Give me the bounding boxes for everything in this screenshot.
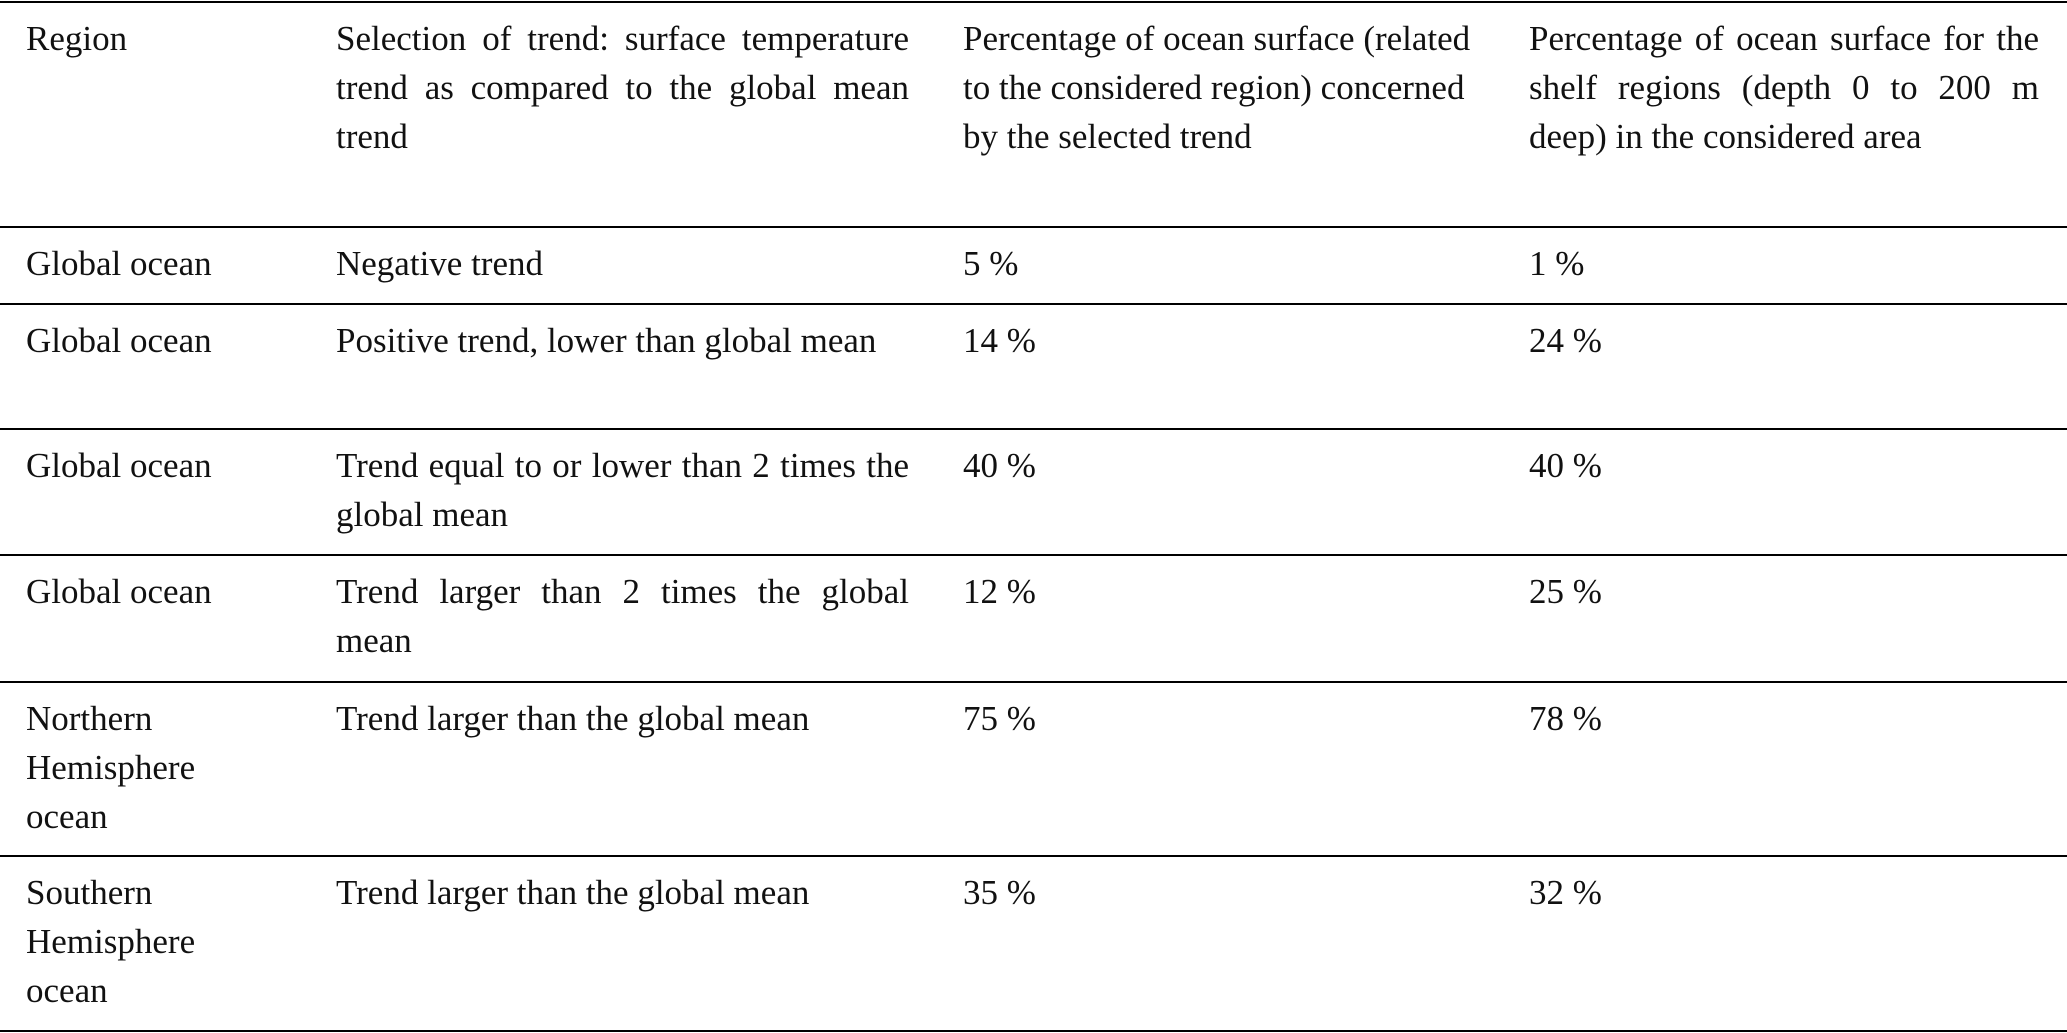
table-cell: Negative trend	[336, 244, 543, 283]
table-cell: Global ocean	[26, 572, 212, 611]
table-cell: 1 %	[1529, 244, 1585, 283]
table-body: Global ocean Negative trend 5 % 1 % Global o…	[0, 227, 2067, 1031]
table-cell: Trend equal to or lower than 2 times the…	[336, 446, 909, 534]
table-cell: 78 %	[1529, 699, 1602, 738]
table-cell: Trend larger than the global mean	[336, 873, 810, 912]
table-cell: Positive trend, lower than global mean	[336, 321, 877, 360]
column-header: Percentage of ocean surface (related to …	[963, 19, 1471, 156]
table-cell: 14 %	[963, 321, 1036, 360]
table-row: Southern Hemisphere ocean Trend larger th…	[0, 856, 2067, 1031]
table-header: Region Selection of trend: surface temper…	[0, 2, 2067, 227]
column-header: Selection of trend: surface temperature …	[336, 19, 909, 156]
table-cell: 40 %	[963, 446, 1036, 485]
table-row: Global ocean Positive trend, lower than g…	[0, 304, 2067, 429]
column-header: Region	[26, 19, 128, 58]
table-cell: Southern Hemisphere ocean	[26, 873, 196, 1010]
table-cell: 12 %	[963, 572, 1036, 611]
table-cell: Trend larger than the global mean	[336, 699, 810, 738]
table-cell: Global ocean	[26, 244, 212, 283]
table-cell: Global ocean	[26, 446, 212, 485]
table-row: Global ocean Negative trend 5 % 1 %	[0, 227, 2067, 304]
header-row: Region Selection of trend: surface temper…	[0, 2, 2067, 227]
table-cell: Global ocean	[26, 321, 212, 360]
table-cell: 75 %	[963, 699, 1036, 738]
column-header: Percentage of ocean surface for the shel…	[1529, 19, 2039, 156]
table-cell: 5 %	[963, 244, 1019, 283]
table-cell: 24 %	[1529, 321, 1602, 360]
table-cell: 32 %	[1529, 873, 1602, 912]
table-cell: 25 %	[1529, 572, 1602, 611]
table-cell: 40 %	[1529, 446, 1602, 485]
table-cell: Trend larger than 2 times the global mea…	[336, 572, 909, 660]
table-cell: Northern Hemisphere ocean	[26, 699, 196, 836]
table-cell: 35 %	[963, 873, 1036, 912]
table-row: Global ocean Trend equal to or lower than…	[0, 429, 2067, 555]
table-row: Global ocean Trend larger than 2 times th…	[0, 555, 2067, 682]
table-row: Northern Hemisphere ocean Trend larger th…	[0, 682, 2067, 856]
